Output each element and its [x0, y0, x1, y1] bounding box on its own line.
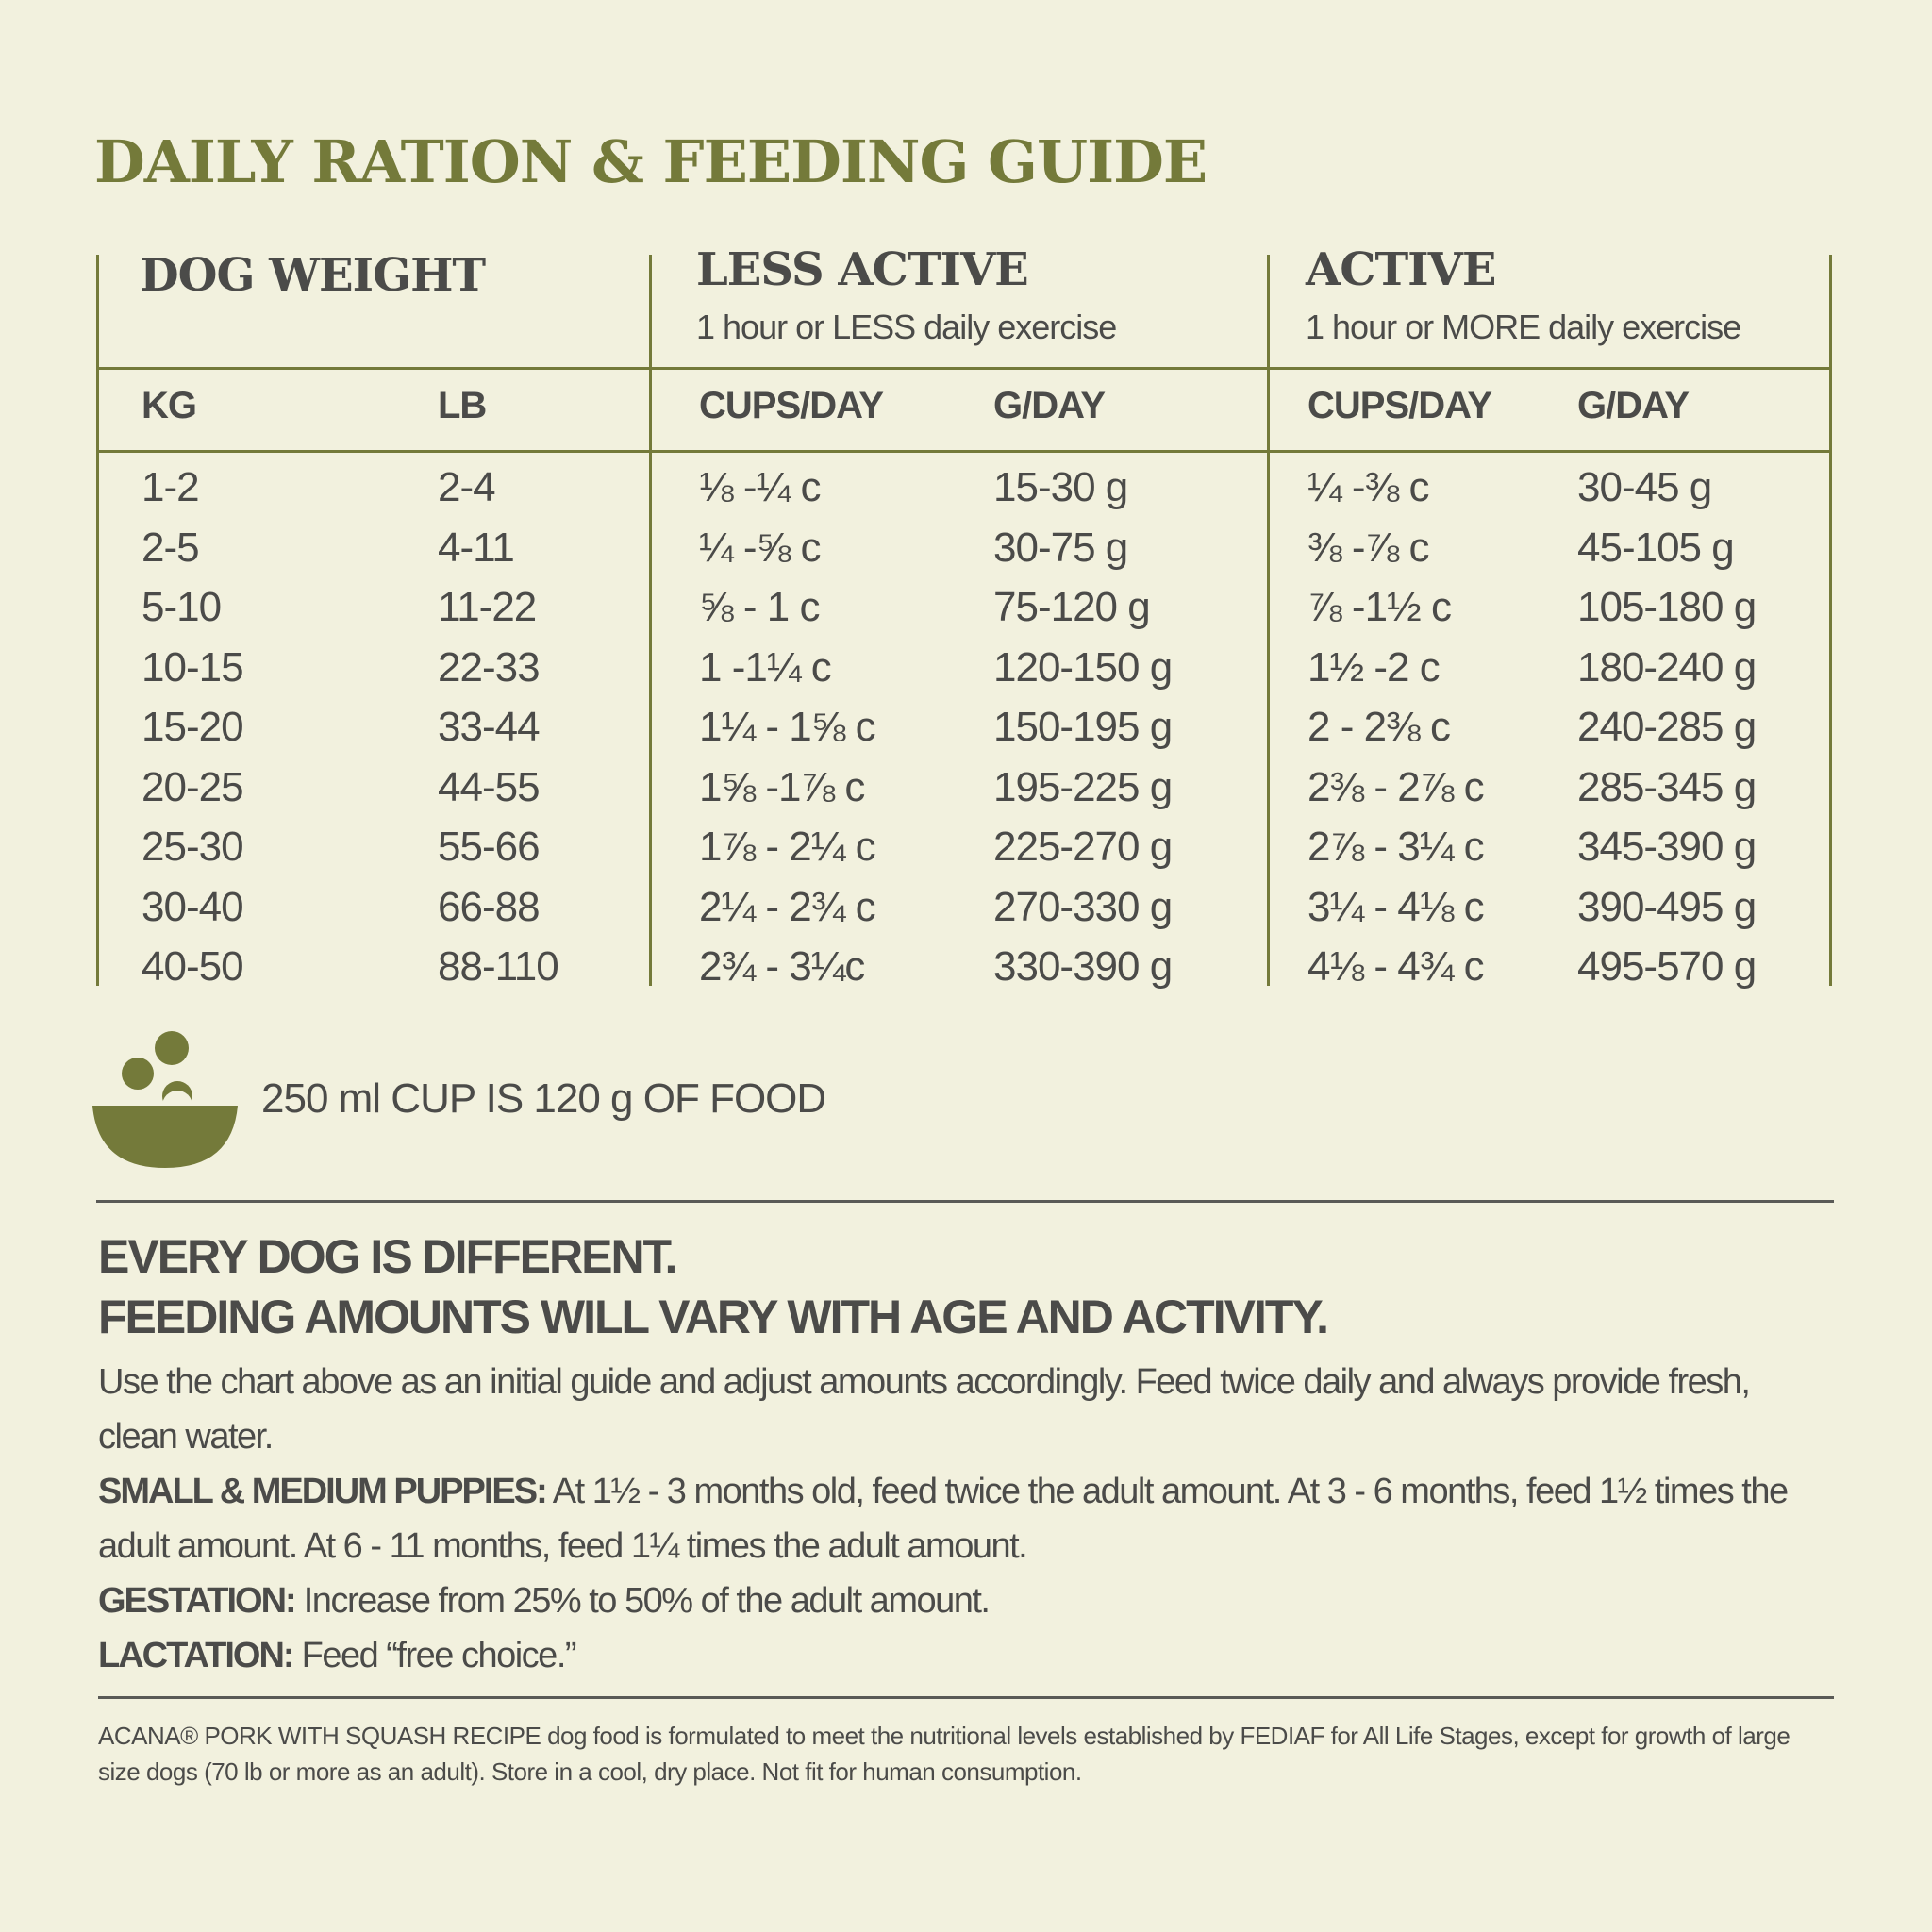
group-title: LESS ACTIVE: [696, 243, 1029, 296]
table-cell: ⅞ -1½ c: [1307, 584, 1452, 630]
table-cell: 240-285 g: [1577, 704, 1757, 750]
paragraph-text: Use the chart above as an initial guide …: [98, 1362, 1751, 1457]
table-cell: 195-225 g: [993, 763, 1173, 810]
table-cell: 30-40: [142, 883, 244, 930]
table-cell: ¼ -⅜ c: [1307, 464, 1429, 510]
table-cell: 1½ -2 c: [1307, 643, 1441, 691]
column-header: CUPS/DAY: [699, 385, 884, 426]
table-cell: 40-50: [142, 943, 244, 990]
paragraph-text: At 1½ - 3 months old, feed twice the adu…: [98, 1472, 1789, 1566]
column-header: LB: [438, 385, 487, 426]
column-header: CUPS/DAY: [1307, 385, 1492, 426]
heading: FEEDING AMOUNTS WILL VARY WITH AGE AND A…: [98, 1291, 1329, 1343]
divider: [98, 1696, 1834, 1699]
table-cell: 10-15: [142, 643, 244, 691]
table-cell: 1⅝ -1⅞ c: [699, 763, 865, 810]
column-header: G/DAY: [993, 385, 1106, 426]
table-cell: 270-330 g: [993, 883, 1173, 930]
paragraph-label: GESTATION:: [98, 1581, 297, 1621]
footer: ACANA® PORK WITH SQUASH RECIPE dog food …: [98, 1722, 1790, 1786]
table-cell: 3¼ - 4⅛ c: [1307, 883, 1485, 930]
table-cell: 11-22: [438, 584, 537, 630]
table-cell: 1¼ - 1⅝ c: [699, 704, 876, 750]
table-cell: ⅜ -⅞ c: [1307, 524, 1429, 571]
table-cell: 390-495 g: [1577, 883, 1757, 930]
table-cell: ¼ -⅝ c: [699, 524, 821, 571]
notes: EVERY DOG IS DIFFERENT. FEEDING AMOUNTS …: [98, 1226, 1834, 1790]
table-cell: 2¼ - 2¾ c: [699, 883, 876, 930]
table-cell: ⅝ - 1 c: [699, 584, 820, 630]
table-rule: [96, 367, 1832, 370]
table-cell: 330-390 g: [993, 943, 1173, 990]
bowl-icon: [92, 1031, 238, 1168]
table-cell: 4⅛ - 4¾ c: [1307, 943, 1485, 990]
paragraphs: Use the chart above as an initial guide …: [98, 1355, 1834, 1683]
paragraph: SMALL & MEDIUM PUPPIES: At 1½ - 3 months…: [98, 1464, 1834, 1574]
table-cell: 15-20: [142, 704, 244, 750]
table-cell: 75-120 g: [993, 584, 1151, 630]
table-cell: 66-88: [438, 883, 541, 930]
table-rule: [96, 450, 1832, 453]
divider: [96, 1200, 1834, 1203]
table-cell: 2-5: [142, 524, 200, 571]
table-cell: 1 -1¼ c: [699, 643, 832, 691]
table-cell: 2⅞ - 3¼ c: [1307, 824, 1485, 870]
table-cell: 30-45 g: [1577, 464, 1712, 510]
table-cell: 20-25: [142, 763, 244, 810]
paragraph: LACTATION: Feed “free choice.”: [98, 1628, 1834, 1683]
table-cell: 88-110: [438, 943, 559, 990]
table-cell: 180-240 g: [1577, 643, 1757, 691]
table-cell: 30-75 g: [993, 524, 1128, 571]
paragraph-text: Increase from 25% to 50% of the adult am…: [303, 1581, 991, 1621]
table-cell: 33-44: [438, 704, 541, 750]
table-cell: 105-180 g: [1577, 584, 1757, 630]
table-cell: 2¾ - 3¼c: [699, 943, 865, 990]
table-cell: 2⅜ - 2⅞ c: [1307, 763, 1485, 810]
paragraph-label: SMALL & MEDIUM PUPPIES:: [98, 1472, 548, 1511]
heading: EVERY DOG IS DIFFERENT.: [98, 1230, 677, 1283]
table-cell: 345-390 g: [1577, 824, 1757, 870]
table-cell: 15-30 g: [993, 464, 1128, 510]
cup-note: 250 ml CUP IS 120 g OF FOOD: [261, 1075, 826, 1122]
group-title: DOG WEIGHT: [140, 249, 486, 302]
paragraph-text: Feed “free choice.”: [301, 1636, 577, 1675]
paragraph: GESTATION: Increase from 25% to 50% of t…: [98, 1574, 1834, 1628]
table-cell: 225-270 g: [993, 824, 1173, 870]
group-subtitle: 1 hour or LESS daily exercise: [696, 308, 1117, 346]
group-title: ACTIVE: [1306, 243, 1496, 296]
title: DAILY RATION & FEEDING GUIDE: [94, 127, 1208, 196]
table-cell: 495-570 g: [1577, 943, 1757, 990]
table-rule: [1829, 255, 1832, 986]
table-cell: 120-150 g: [993, 643, 1173, 691]
table-cell: 22-33: [438, 643, 541, 691]
group-subtitle: 1 hour or MORE daily exercise: [1306, 308, 1741, 346]
table-cell: 1⅞ - 2¼ c: [699, 824, 876, 870]
table-rule: [1267, 255, 1270, 986]
table-rule: [96, 255, 99, 986]
table-rule: [649, 255, 652, 986]
table-cell: 55-66: [438, 824, 541, 870]
column-header: G/DAY: [1577, 385, 1690, 426]
table-cell: 285-345 g: [1577, 763, 1757, 810]
paragraph: Use the chart above as an initial guide …: [98, 1355, 1834, 1464]
table-cell: ⅛ -¼ c: [699, 464, 821, 510]
table-cell: 2-4: [438, 464, 496, 510]
table-cell: 44-55: [438, 763, 541, 810]
column-header: KG: [142, 385, 197, 426]
table-cell: 150-195 g: [993, 704, 1173, 750]
table-cell: 5-10: [142, 584, 222, 630]
table-cell: 1-2: [142, 464, 200, 510]
paragraph-label: LACTATION:: [98, 1636, 295, 1675]
table-cell: 45-105 g: [1577, 524, 1735, 571]
table-cell: 25-30: [142, 824, 244, 870]
table-cell: 4-11: [438, 524, 515, 571]
table-cell: 2 - 2⅜ c: [1307, 704, 1451, 750]
